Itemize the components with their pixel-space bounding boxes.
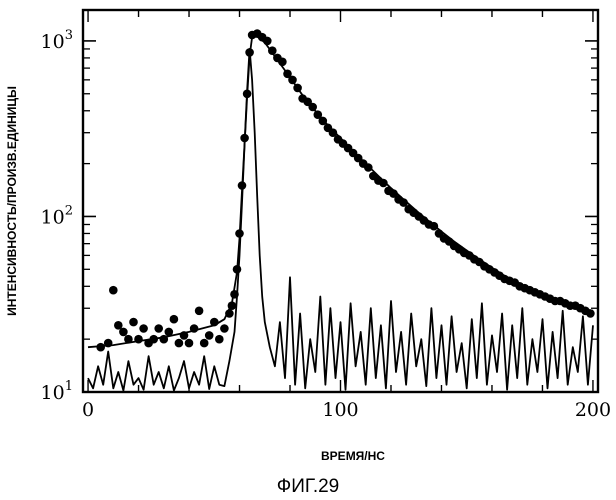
series-line xyxy=(88,37,593,348)
data-point xyxy=(154,324,163,333)
series-layer xyxy=(88,29,595,390)
data-point xyxy=(175,339,184,348)
x-ticks xyxy=(88,10,593,392)
data-point xyxy=(139,324,148,333)
y-tick-label: 101 xyxy=(41,379,73,404)
x-tick-label: 100 xyxy=(322,399,358,421)
y-tick-labels: 101 102 103 xyxy=(41,28,73,404)
figure-caption: ФИГ.29 xyxy=(277,476,339,497)
data-point xyxy=(185,339,194,348)
data-point xyxy=(129,318,138,327)
y-axis-label: ИНТЕНСИВНОСТЬ/ПРОИЗВ.ЕДИНИЦЫ xyxy=(5,86,19,316)
data-point xyxy=(220,324,229,333)
y-minor-ticks xyxy=(83,49,598,339)
y-tick-label: 103 xyxy=(41,28,73,53)
data-point xyxy=(263,37,272,46)
x-tick-label: 200 xyxy=(575,399,611,421)
data-point xyxy=(215,335,224,344)
data-point xyxy=(200,339,209,348)
data-point xyxy=(205,331,214,340)
data-point xyxy=(364,163,373,172)
data-point xyxy=(170,315,179,324)
data-point xyxy=(195,307,204,316)
data-point xyxy=(109,286,118,295)
data-point xyxy=(119,328,128,337)
x-axis-label: ВРЕМЯ/НС xyxy=(321,449,385,463)
x-tick-labels: 0 100 200 xyxy=(82,399,611,421)
x-tick-label: 0 xyxy=(82,399,94,421)
y-tick-label: 102 xyxy=(41,203,73,228)
